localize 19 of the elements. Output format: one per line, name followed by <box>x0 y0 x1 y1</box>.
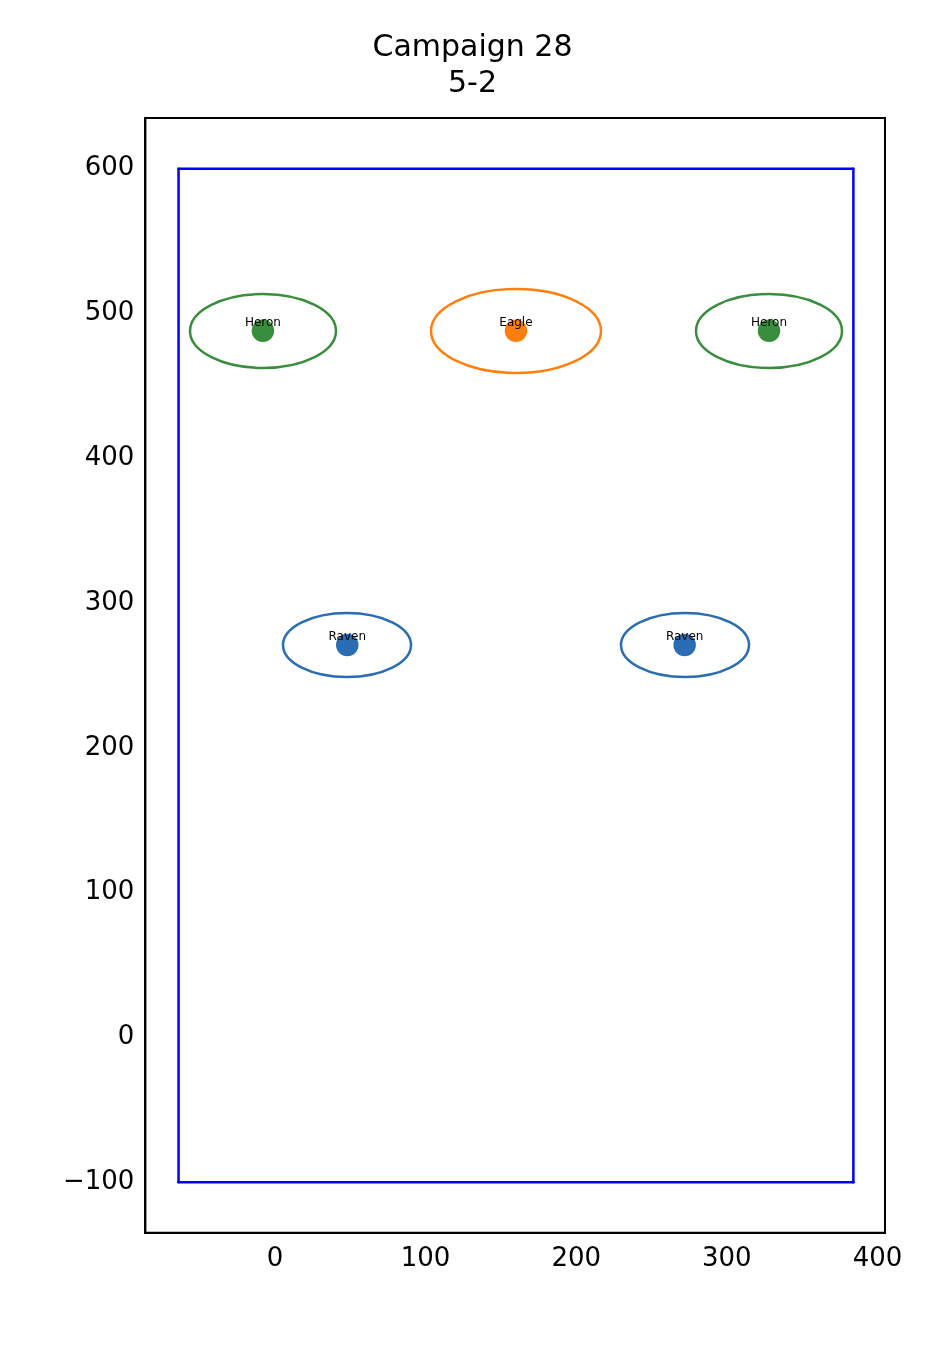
series-label: Heron <box>751 314 788 329</box>
y-tick-label: 400 <box>84 440 135 471</box>
y-tick-label: 200 <box>84 730 135 761</box>
y-tick-label: −100 <box>62 1164 135 1195</box>
x-tick-label: 300 <box>702 1242 752 1273</box>
y-tick-label: 500 <box>84 296 135 327</box>
chart-subtitle: 5-2 <box>448 63 497 99</box>
x-tick-label: 200 <box>551 1242 602 1273</box>
y-tick-label: 300 <box>84 585 135 616</box>
y-tick-label: 0 <box>117 1020 135 1051</box>
y-tick-label: 600 <box>84 151 135 182</box>
text: Raven <box>328 629 367 644</box>
x-tick-label: 400 <box>852 1242 903 1273</box>
x-tick-label: 0 <box>266 1242 284 1273</box>
x-tick-label: 100 <box>400 1242 451 1273</box>
y-tick-label: 100 <box>84 875 135 906</box>
chart-title: Campaign 28 <box>372 27 573 63</box>
text: Heron <box>244 314 281 329</box>
series-label: Raven <box>665 629 704 644</box>
